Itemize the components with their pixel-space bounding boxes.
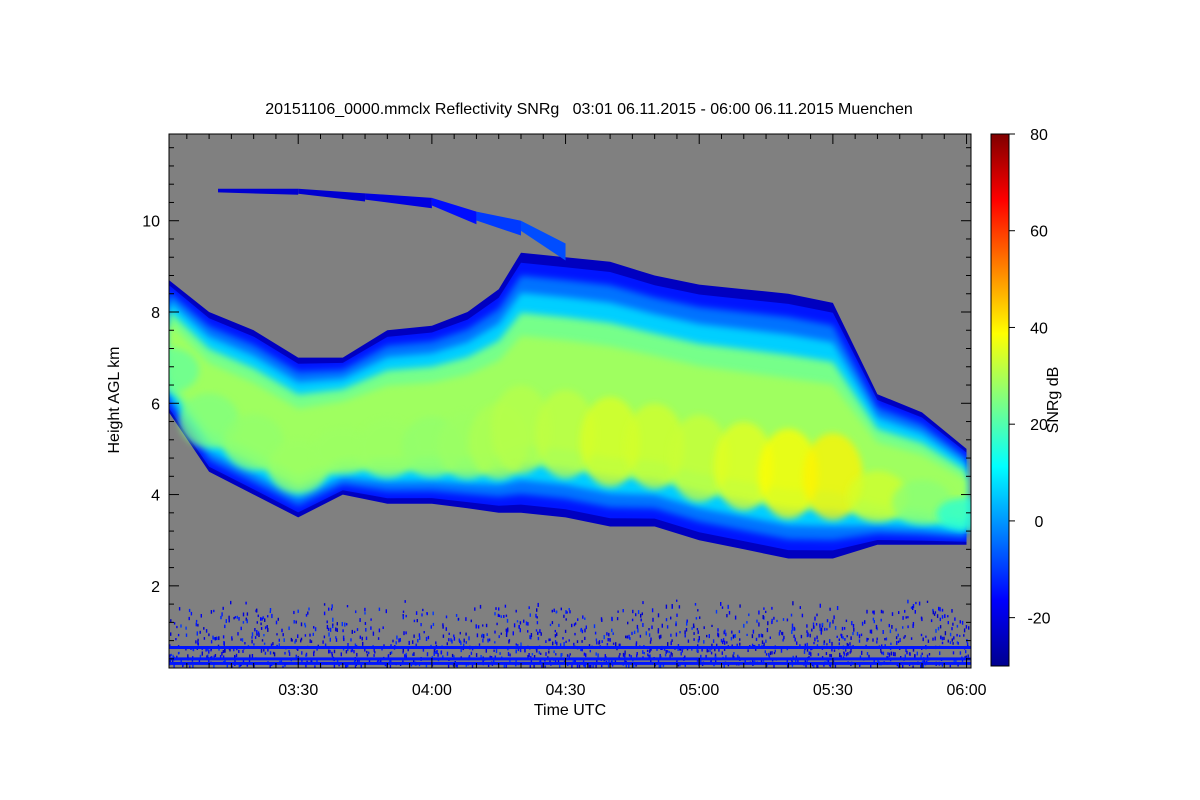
y-axis: 2 4 6 8 10 bbox=[142, 147, 971, 660]
cirrus-segment bbox=[365, 193, 432, 209]
cirrus-segment bbox=[218, 188, 299, 195]
surface-clutter-line bbox=[169, 661, 971, 665]
y-tick-label: 10 bbox=[142, 214, 160, 231]
x-tick-label: 05:00 bbox=[679, 682, 719, 699]
cloud-core-cell bbox=[179, 393, 240, 448]
cirrus-segment bbox=[520, 220, 566, 261]
plot-frame bbox=[168, 133, 972, 669]
x-tick-label: 06:00 bbox=[947, 682, 987, 699]
colorbar-fill bbox=[990, 133, 1010, 667]
cloud-core-cell bbox=[713, 421, 774, 511]
chart-title: 20151106_0000.mmclx Reflectivity SNRg 03… bbox=[265, 101, 913, 118]
cloud-core-cell bbox=[223, 414, 284, 470]
cloud-core-cell bbox=[491, 385, 551, 474]
y-tick-label: 4 bbox=[151, 488, 160, 505]
reflectivity-field bbox=[169, 188, 971, 668]
cloud-core-cell bbox=[357, 418, 418, 478]
x-tick-label: 04:00 bbox=[412, 682, 452, 699]
x-axis: 03:30 04:00 04:30 05:00 05:30 06:00 bbox=[186, 134, 987, 699]
cloud-core-cell bbox=[312, 427, 373, 475]
cloud-core-cell bbox=[758, 428, 819, 519]
y-tick-label: 8 bbox=[151, 305, 160, 322]
cirrus-segment bbox=[476, 211, 521, 236]
cirrus-segment bbox=[431, 197, 477, 225]
colorbar-tick-label: 40 bbox=[1030, 320, 1048, 337]
colorbar-ticks: -20 0 20 40 60 80 bbox=[1009, 127, 1051, 628]
cloud-core-cell bbox=[580, 396, 641, 487]
cloud-core-cell bbox=[535, 389, 596, 479]
x-tick-label: 04:30 bbox=[546, 682, 586, 699]
cloud-core-cell bbox=[169, 347, 199, 393]
colorbar-tick-label: 80 bbox=[1030, 127, 1048, 144]
colorbar-label: SNRg dB bbox=[1045, 367, 1062, 434]
cirrus-segment bbox=[298, 188, 366, 202]
cloud-core-cell bbox=[669, 414, 730, 502]
x-axis-label: Time UTC bbox=[534, 702, 606, 719]
plot-area bbox=[168, 133, 972, 669]
y-tick-label: 6 bbox=[151, 396, 160, 413]
x-tick-label: 03:30 bbox=[278, 682, 318, 699]
cloud-core-cell bbox=[847, 471, 908, 523]
cloud-core-cell bbox=[936, 497, 971, 531]
surface-clutter-line bbox=[169, 646, 971, 649]
colorbar-tick-label: -20 bbox=[1027, 611, 1050, 628]
colorbar-tick-label: 0 bbox=[1035, 514, 1044, 531]
colorbar-tick-label: 20 bbox=[1030, 417, 1048, 434]
y-tick-label: 2 bbox=[151, 579, 160, 596]
colorbar-tick-label: 60 bbox=[1030, 224, 1048, 241]
surface-clutter-line bbox=[169, 657, 971, 661]
cloud-core-cell bbox=[624, 403, 685, 489]
y-axis-label: Height AGL km bbox=[106, 346, 123, 453]
x-tick-label: 05:30 bbox=[813, 682, 853, 699]
colorbar: -20 0 20 40 60 80 SNRg dB bbox=[990, 127, 1062, 667]
